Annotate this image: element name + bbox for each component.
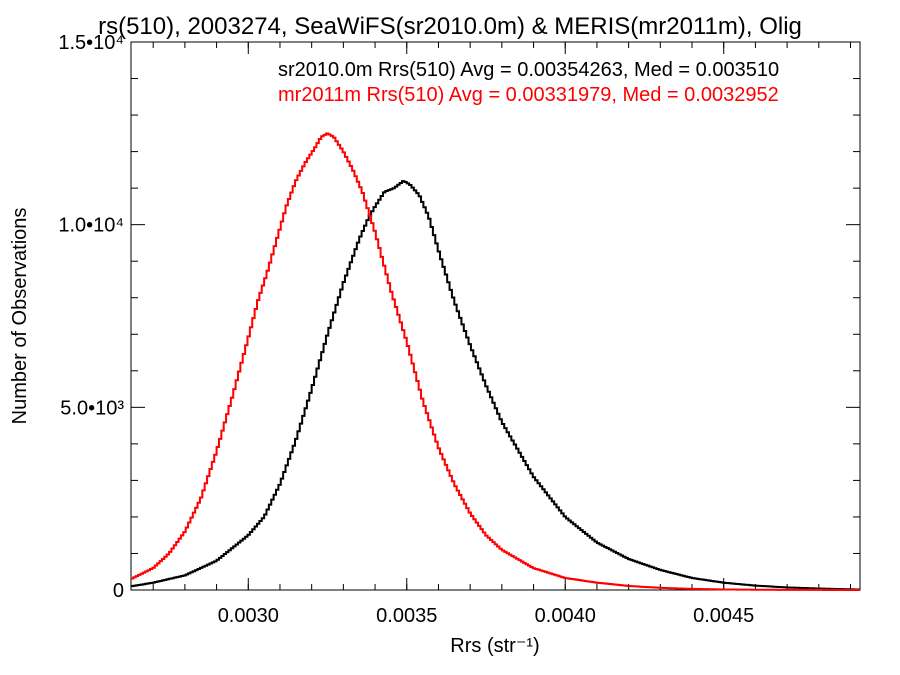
- x-tick-label: 0.0030: [218, 605, 279, 627]
- y-tick-label: 5.0•10³: [60, 397, 124, 419]
- x-axis-label: Rrs (str⁻¹): [450, 635, 539, 657]
- series-group: [131, 132, 860, 591]
- legend-entry-red-stats: mr2011m Rrs(510) Avg = 0.00331979, Med =…: [278, 84, 779, 106]
- chart-title: rs(510), 2003274, SeaWiFS(sr2010.0m) & M…: [98, 13, 802, 40]
- series-line-0: [131, 180, 860, 591]
- y-tick-label: 1.0•10⁴: [58, 215, 124, 237]
- y-axis-ticks: 0 5.0•10³ 1.0•10⁴ 1.5•10⁴: [58, 32, 860, 602]
- y-tick-label: 0: [113, 580, 124, 602]
- series-line-1: [131, 132, 860, 591]
- x-tick-label: 0.0045: [693, 605, 754, 627]
- y-axis-label: Number of Observations: [9, 208, 31, 425]
- y-tick-label: 1.5•10⁴: [58, 32, 124, 54]
- x-tick-label: 0.0040: [535, 605, 596, 627]
- legend-entry-black-stats: sr2010.0m Rrs(510) Avg = 0.00354263, Med…: [278, 59, 779, 81]
- plot-frame: [130, 41, 861, 591]
- x-axis-ticks: 0.0030 0.0035 0.0040 0.0045: [152, 42, 851, 627]
- x-tick-label: 0.0035: [376, 605, 437, 627]
